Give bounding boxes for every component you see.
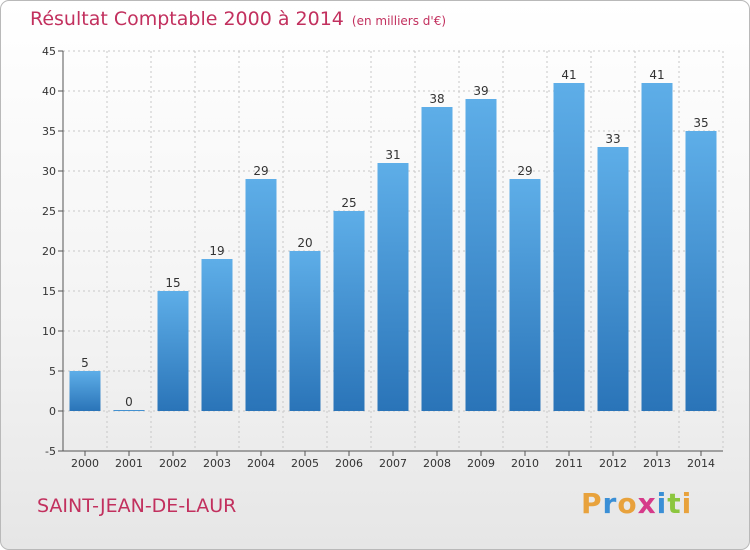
x-tick-label: 2008	[423, 457, 451, 470]
proxiti-logo: Proxiti	[581, 487, 692, 520]
logo-letter: i	[681, 487, 693, 520]
x-tick-label: 2006	[335, 457, 363, 470]
value-label-2004: 29	[253, 164, 268, 178]
x-tick-label: 2009	[467, 457, 495, 470]
bar-2003	[201, 259, 233, 411]
value-label-2010: 29	[517, 164, 532, 178]
logo-letter: r	[602, 487, 618, 520]
x-tick-label: 2005	[291, 457, 319, 470]
value-label-2012: 33	[605, 132, 620, 146]
value-label-2003: 19	[209, 244, 224, 258]
y-tick-label: 40	[42, 85, 56, 98]
y-tick-label: 15	[42, 285, 56, 298]
x-tick-label: 2002	[159, 457, 187, 470]
value-label-2009: 39	[473, 84, 488, 98]
x-tick-label: 2001	[115, 457, 143, 470]
y-tick-label: 45	[42, 45, 56, 58]
unit-note: (en milliers d'€)	[351, 14, 447, 28]
x-tick-label: 2011	[555, 457, 583, 470]
y-tick-label: -5	[45, 445, 56, 458]
chart-title: Résultat Comptable 2000 à 2014 (en millie…	[30, 8, 446, 30]
value-label-2014: 35	[693, 116, 708, 130]
x-tick-label: 2013	[643, 457, 671, 470]
bar-2007	[377, 163, 409, 411]
bar-2013	[641, 83, 673, 411]
x-tick-label: 2000	[71, 457, 99, 470]
bar-2008	[421, 107, 453, 411]
commune-name: SAINT-JEAN-DE-LAUR	[37, 495, 237, 517]
y-tick-label: 25	[42, 205, 56, 218]
bar-2012	[597, 147, 629, 411]
logo-letter: x	[637, 487, 657, 520]
y-tick-label: 10	[42, 325, 56, 338]
x-tick-label: 2010	[511, 457, 539, 470]
value-label-2007: 31	[385, 148, 400, 162]
bar-2009	[465, 99, 497, 411]
y-tick-label: 5	[49, 365, 56, 378]
value-label-2008: 38	[429, 92, 444, 106]
bar-2000	[69, 371, 101, 411]
bar-2011	[553, 83, 585, 411]
value-label-2006: 25	[341, 196, 356, 210]
logo-letter: t	[667, 487, 682, 520]
logo-letter: P	[581, 487, 603, 520]
logo-letter: i	[656, 487, 668, 520]
value-label-2002: 15	[165, 276, 180, 290]
value-label-2011: 41	[561, 68, 576, 82]
bar-2004	[245, 179, 277, 411]
x-tick-label: 2014	[687, 457, 715, 470]
x-tick-label: 2012	[599, 457, 627, 470]
bar-2002	[157, 291, 189, 411]
y-tick-label: 0	[49, 405, 56, 418]
bar-2014	[685, 131, 717, 411]
x-tick-label: 2004	[247, 457, 275, 470]
y-tick-label: 30	[42, 165, 56, 178]
bar-2001	[113, 410, 145, 411]
x-tick-label: 2003	[203, 457, 231, 470]
y-tick-label: 20	[42, 245, 56, 258]
bars: 5 0 15 19 29 20 25 31 38 39 29 41 33 41 35	[69, 68, 717, 411]
value-label-2000: 5	[81, 356, 89, 370]
bar-2010	[509, 179, 541, 411]
x-tick-label: 2007	[379, 457, 407, 470]
logo-letter: o	[617, 487, 638, 520]
title-text: Résultat Comptable 2000 à 2014	[30, 8, 344, 30]
y-tick-label: 35	[42, 125, 56, 138]
bar-2006	[333, 211, 365, 411]
bar-2005	[289, 251, 321, 411]
value-label-2005: 20	[297, 236, 312, 250]
value-label-2013: 41	[649, 68, 664, 82]
value-label-2001: 0	[125, 395, 133, 409]
